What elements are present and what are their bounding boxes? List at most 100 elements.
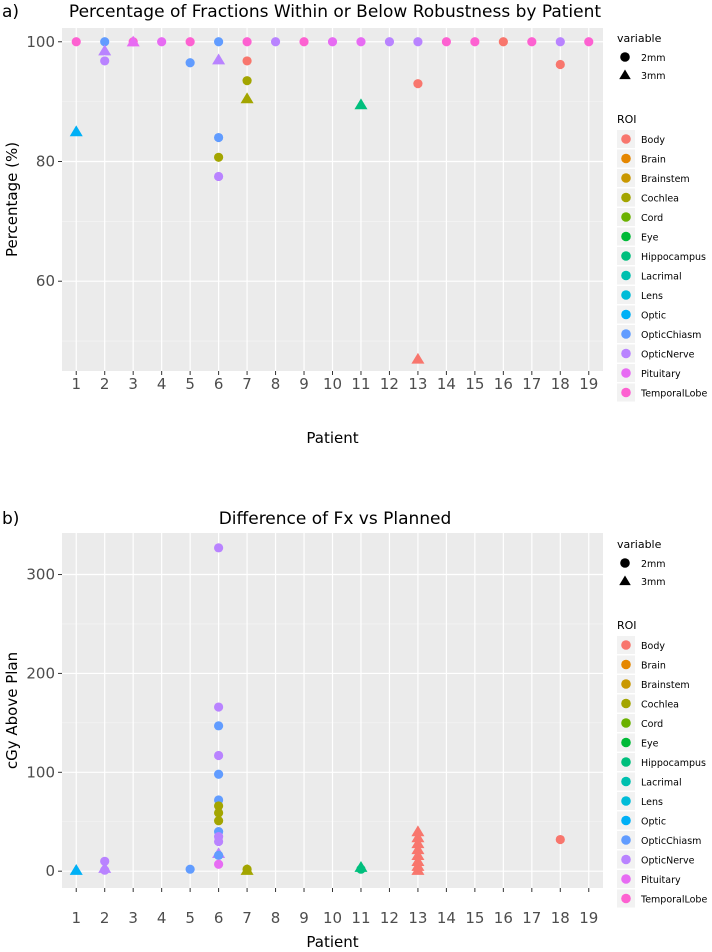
y-tick-label: 100 [26,763,55,781]
legend-key-color [621,757,631,767]
data-point-2mm [384,37,395,47]
legend-key-color [621,718,631,728]
x-tick-label: 12 [380,909,399,927]
x-tick-label: 12 [380,375,399,393]
legend-label: 2mm [641,53,666,64]
data-point-2mm [214,171,224,182]
x-tick-label: 1 [71,909,81,927]
x-tick-label: 16 [494,375,513,393]
legend-key-color [621,329,631,339]
data-point-3mm [411,849,425,861]
legend-label: Brainstem [641,174,690,185]
data-point-2mm [214,702,224,712]
data-point-2mm [555,834,565,845]
y-axis-label: Percentage (%) [3,142,21,257]
data-point-3mm [212,53,226,65]
data-point-2mm [242,56,252,66]
x-tick-label: 19 [579,375,598,393]
legend-key-color [621,290,631,300]
legend-key-color [621,698,631,709]
legend-label: OpticChiasm [641,836,701,847]
x-tick-label: 16 [494,909,513,927]
y-tick-label: 200 [26,664,55,682]
data-point-3mm [354,98,368,110]
data-point-3mm [69,864,83,875]
x-tick-label: 3 [128,909,138,927]
legend-key-color [621,893,631,904]
x-tick-label: 4 [157,375,167,393]
x-tick-label: 8 [271,375,281,393]
legend-title-variable: variable [617,538,662,551]
legend-key-color [621,796,631,806]
legend-key-triangle [619,69,631,80]
data-point-3mm [411,831,425,843]
data-point-2mm [214,808,224,818]
legend-label: OpticChiasm [641,330,701,341]
data-point-3mm [240,864,254,875]
x-tick-label: 19 [579,909,598,927]
x-tick-label: 10 [323,375,342,393]
data-point-2mm [584,37,594,47]
x-tick-label: 11 [351,909,370,927]
x-tick-label: 6 [214,909,224,927]
data-point-2mm [214,132,224,143]
legend-key-color [621,251,631,261]
legend-key-color [621,212,631,222]
legend-key-color [621,874,631,884]
legend-label: Cord [641,719,663,730]
x-tick-label: 11 [351,375,370,393]
data-point-2mm [413,37,423,47]
data-point-2mm [555,59,565,70]
legend-key-color [621,640,631,650]
legend-key-color [621,231,631,242]
legend-key-color [621,173,631,183]
x-tick-label: 13 [408,375,427,393]
legend-key-color [621,134,631,144]
panel-label: b) [2,509,19,529]
y-axis-label: cGy Above Plan [3,652,21,769]
data-point-2mm [470,37,480,47]
data-point-2mm [214,152,224,162]
x-tick-label: 17 [522,909,541,927]
x-tick-label: 15 [465,909,484,927]
data-point-2mm [356,864,366,874]
data-point-2mm [185,864,195,874]
x-tick-label: 14 [437,909,456,927]
legend-label: Body [641,641,665,652]
y-tick-label: 0 [45,862,55,880]
legend-key-circle [620,52,630,62]
legend-label: Lens [641,797,663,808]
legend-label: Eye [641,739,659,750]
legend-label: Brain [641,155,666,166]
legend-label: Lacrimal [641,778,682,789]
legend-key-triangle [619,575,631,586]
legend-key-color [621,854,631,865]
legend-label: Pituitary [641,369,681,380]
data-point-2mm [356,37,366,47]
data-point-3mm [411,843,425,855]
data-point-3mm [240,92,254,104]
legend-label: TemporalLobe [640,389,707,400]
data-point-2mm [555,37,565,47]
legend-label: Eye [641,233,659,244]
chart-title: Difference of Fx vs Planned [219,509,452,529]
data-point-3mm [69,125,83,137]
legend-label: OpticNerve [641,350,695,361]
data-point-3mm [98,44,112,56]
legend-label: Brainstem [641,680,690,691]
x-tick-label: 7 [242,375,252,393]
legend-title-variable: variable [617,32,662,45]
legend-key-color [621,835,631,845]
legend-key-color [621,776,631,787]
data-point-2mm [214,816,224,826]
data-point-2mm [214,836,224,847]
legend-title-roi: ROI [617,113,637,126]
legend-key-color [621,348,631,359]
legend-label: Hippocampus [641,758,706,769]
data-point-2mm [527,37,537,47]
data-point-3mm [126,35,140,47]
legend-label: Cord [641,213,663,224]
data-point-2mm [100,37,110,47]
x-tick-label: 5 [185,375,195,393]
data-point-2mm [100,56,110,66]
